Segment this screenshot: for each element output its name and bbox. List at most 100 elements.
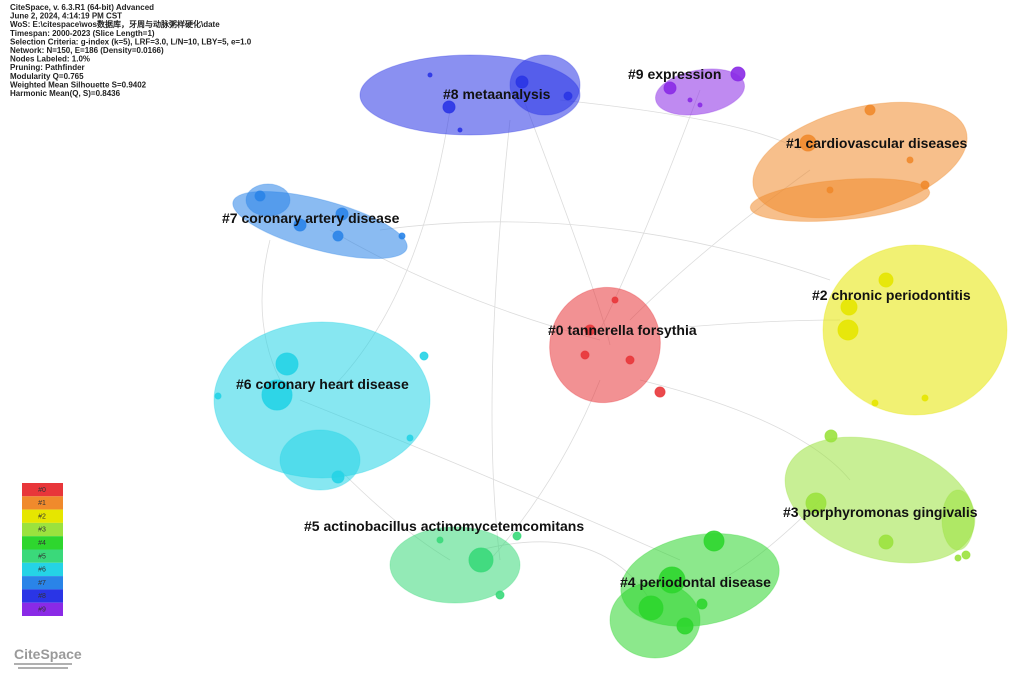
node [580, 350, 590, 360]
node [906, 156, 914, 164]
node [563, 91, 573, 101]
logo: CiteSpace [14, 646, 82, 662]
legend-label: #2 [38, 513, 46, 520]
header-line: WoS: E:\citespace\wos数据库，牙周与动脉粥样硬化\date [10, 19, 220, 29]
node [961, 550, 971, 560]
cluster-area [549, 286, 661, 404]
header-line: Modularity Q=0.765 [10, 72, 84, 81]
node [703, 530, 725, 552]
node [275, 352, 299, 376]
cluster-area [822, 244, 1008, 416]
edge [379, 221, 831, 281]
legend-swatch [22, 536, 63, 550]
legend-label: #6 [38, 567, 46, 574]
node [331, 470, 345, 484]
node [495, 590, 505, 600]
node [878, 272, 894, 288]
legend-label: #0 [38, 487, 46, 494]
node [663, 81, 677, 95]
node [954, 554, 962, 562]
cluster-label: #8 metaanalysis [443, 86, 551, 102]
legend-swatch [22, 589, 63, 603]
node [625, 355, 635, 365]
node [335, 207, 349, 221]
node [730, 66, 746, 82]
legend-swatch [22, 562, 63, 577]
legend-swatch [22, 522, 63, 537]
legend-label: #4 [38, 540, 46, 547]
node [254, 190, 266, 202]
node [436, 536, 444, 544]
node [468, 547, 494, 573]
node [419, 351, 429, 361]
legend-label: #1 [38, 500, 46, 507]
logo-decoration [14, 663, 72, 669]
node [696, 598, 708, 610]
header-line: Harmonic Mean(Q, S)=0.8436 [10, 89, 121, 98]
header-line: CiteSpace, v. 6.3.R1 (64-bit) Advanced [10, 3, 154, 12]
legend-swatch [22, 509, 63, 523]
node [406, 434, 414, 442]
node [840, 298, 858, 316]
edge [489, 379, 601, 561]
legend-label: #9 [38, 607, 46, 614]
node [442, 100, 456, 114]
cluster-area [389, 526, 521, 604]
cluster-area [941, 489, 975, 551]
node [611, 296, 619, 304]
node [398, 232, 406, 240]
cluster-label: #6 coronary heart disease [236, 376, 409, 392]
cluster-area [509, 54, 581, 116]
cluster-label: #3 porphyromonas gingivalis [783, 504, 978, 520]
cluster-area [784, 436, 976, 564]
legend-swatch [22, 576, 63, 590]
cluster-label: #4 periodontal disease [620, 574, 771, 590]
legend-label: #8 [38, 593, 46, 600]
legend-swatch [22, 602, 63, 616]
node [515, 75, 529, 89]
node [261, 379, 293, 411]
edge [649, 319, 841, 331]
cluster-label: #9 expression [628, 66, 721, 82]
legend-label: #3 [38, 527, 46, 534]
node [697, 102, 703, 108]
header-line: June 2, 2024, 4:14:19 PM CST [10, 12, 122, 21]
node [638, 595, 664, 621]
node [457, 127, 463, 133]
cluster-area [609, 581, 701, 659]
node [920, 180, 930, 190]
cluster-area [749, 178, 931, 222]
node [676, 617, 694, 635]
node [427, 72, 433, 78]
cluster-label: #5 actinobacillus actinomycetemcomitans [304, 518, 584, 534]
node [214, 392, 222, 400]
node [658, 566, 686, 594]
node [584, 324, 596, 336]
node [826, 186, 834, 194]
cluster-label: #2 chronic periodontitis [812, 287, 971, 303]
node [921, 394, 929, 402]
node [837, 319, 859, 341]
node [824, 429, 838, 443]
legend-swatch [22, 483, 63, 497]
legend-swatch [22, 496, 63, 510]
cluster-area [279, 429, 361, 491]
header-line: Timespan: 2000-2023 (Slice Length=1) [10, 29, 155, 38]
cluster-label: #7 coronary artery disease [222, 210, 400, 226]
header-line: Selection Criteria: g-index (k=5), LRF=3… [10, 37, 252, 46]
node [687, 97, 693, 103]
edge [491, 119, 511, 561]
node [878, 534, 894, 550]
cluster-label: #1 cardiovascular diseases [786, 135, 968, 151]
header-line: Nodes Labeled: 1.0% [10, 55, 90, 64]
legend-swatch [22, 549, 63, 563]
header-line: Network: N=150, E=186 (Density=0.0166) [10, 46, 164, 55]
cluster-area [655, 68, 745, 116]
cluster-label: #0 tannerella forsythia [548, 322, 697, 338]
node [805, 492, 827, 514]
header-line: Pruning: Pathfinder [10, 63, 85, 72]
node [512, 531, 522, 541]
node [871, 399, 879, 407]
legend-label: #5 [38, 553, 46, 560]
